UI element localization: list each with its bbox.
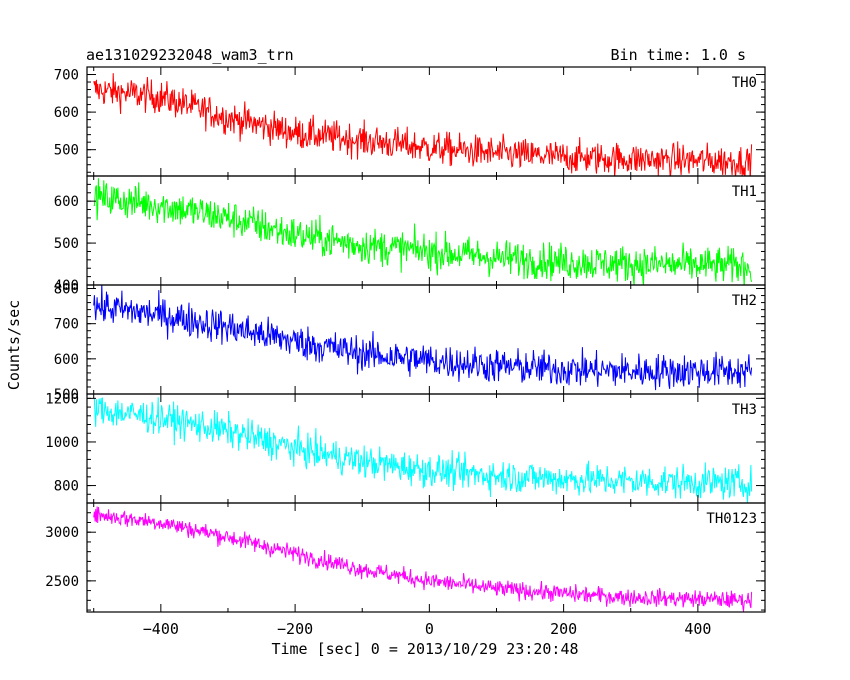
- chart-title: ae131029232048_wam3_trn: [86, 46, 294, 64]
- panel-th2: 500 600 700 800 TH2: [54, 282, 766, 403]
- y-tick-label: 600: [54, 352, 79, 368]
- x-axis: −400 −200 0 200 400: [143, 620, 712, 638]
- y-tick-label: 1000: [45, 435, 79, 451]
- light-curve-th1: [93, 178, 753, 285]
- panel-frame: [86, 502, 766, 613]
- light-curve-th2: [93, 285, 753, 391]
- panel-label-th0123: TH0123: [706, 511, 757, 527]
- y-tick-label: 500: [54, 387, 79, 403]
- y-tick-label: 3000: [45, 525, 79, 541]
- y-tick-label: 500: [54, 236, 79, 252]
- bin-time-label: Bin time: 1.0 s: [611, 46, 746, 64]
- panel-label-th3: TH3: [732, 402, 757, 418]
- y-tick-label: 700: [54, 317, 79, 333]
- panel-th1: 400 500 600 TH1: [54, 175, 766, 294]
- panel-frame: [86, 175, 766, 286]
- panels-group: 500 600 700 TH0 400 500 600 TH1 500 600 700 800 TH2 8…: [45, 66, 766, 613]
- y-tick-label: 700: [54, 68, 79, 84]
- panel-frame: [86, 393, 766, 504]
- panel-th0123: 2500 3000 TH0123: [45, 502, 766, 613]
- x-tick-label: 400: [684, 620, 711, 638]
- x-tick-label: 200: [550, 620, 577, 638]
- y-tick-label: 600: [54, 105, 79, 121]
- y-tick-label: 1200: [45, 391, 79, 407]
- y-tick-label: 600: [54, 194, 79, 210]
- panel-label-th2: TH2: [732, 293, 757, 309]
- y-tick-label: 800: [54, 282, 79, 298]
- y-tick-label: 500: [54, 143, 79, 159]
- light-curve-th3: [93, 397, 753, 503]
- y-tick-label: 400: [54, 278, 79, 294]
- y-tick-label: 800: [54, 479, 79, 495]
- x-axis-label: Time [sec] 0 = 2013/10/29 23:20:48: [271, 640, 578, 658]
- panel-label-th1: TH1: [732, 184, 757, 200]
- y-tick-label: 2500: [45, 574, 79, 590]
- panel-label-th0: TH0: [732, 75, 757, 91]
- light-curve-th0: [93, 73, 753, 176]
- light-curve-th0123: [93, 506, 753, 612]
- x-tick-label: 0: [425, 620, 434, 638]
- panel-th0: 500 600 700 TH0: [54, 66, 766, 177]
- panel-th3: 800 1000 1200 TH3: [45, 391, 766, 504]
- x-tick-label: −400: [143, 620, 179, 638]
- y-axis-label: Counts/sec: [5, 300, 23, 390]
- x-tick-label: −200: [277, 620, 313, 638]
